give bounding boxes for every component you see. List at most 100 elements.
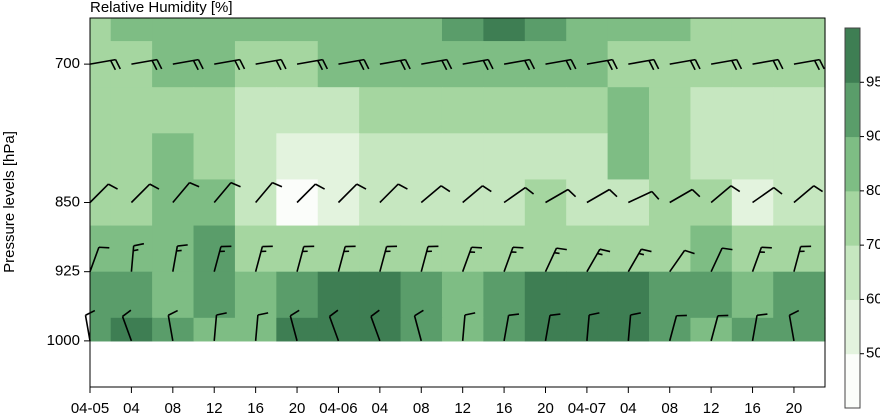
contour-cell bbox=[90, 317, 112, 342]
wind-barb bbox=[793, 245, 812, 272]
contour-cell bbox=[483, 317, 526, 342]
x-tick-label: 12 bbox=[206, 400, 223, 417]
contour-cell bbox=[649, 18, 692, 42]
contour-cell bbox=[566, 133, 609, 181]
wind-barb bbox=[461, 312, 476, 341]
wind-barb bbox=[586, 188, 618, 204]
contour-cell bbox=[524, 271, 567, 319]
contour-cell bbox=[607, 133, 650, 181]
x-tick-label: 04 bbox=[123, 400, 140, 417]
colorbar-tick-label: 60 bbox=[866, 290, 880, 307]
contour-cell bbox=[773, 133, 826, 181]
wind-barb bbox=[793, 185, 824, 204]
wind-barb bbox=[121, 309, 133, 342]
y-tick-label: 700 bbox=[55, 55, 80, 72]
contour-cell bbox=[524, 87, 567, 134]
contour-cell bbox=[276, 317, 319, 342]
wind-barb bbox=[337, 245, 356, 272]
contour-cell bbox=[317, 225, 360, 273]
wind-barb bbox=[669, 188, 701, 204]
contour-cell bbox=[607, 18, 650, 42]
wind-barb bbox=[89, 183, 118, 204]
contour-cell bbox=[690, 133, 733, 181]
contour-cell bbox=[193, 179, 236, 227]
wind-barb bbox=[214, 58, 246, 71]
x-tick-label: 08 bbox=[164, 400, 181, 417]
wind-barb bbox=[379, 245, 398, 272]
x-tick-label: 08 bbox=[661, 400, 678, 417]
contour-cell bbox=[400, 18, 443, 42]
colorbar-band bbox=[845, 28, 860, 83]
wind-barb bbox=[420, 245, 439, 272]
wind-barb bbox=[213, 245, 232, 272]
colorbar-band bbox=[845, 136, 860, 192]
x-tick-label: 20 bbox=[786, 400, 803, 417]
contour-cell bbox=[193, 87, 236, 134]
contour-cell bbox=[152, 317, 195, 342]
contour-cell bbox=[152, 179, 195, 227]
contour-cell bbox=[400, 317, 443, 342]
contour-cell bbox=[773, 18, 826, 42]
contour-cell bbox=[234, 225, 277, 273]
contour-cell bbox=[690, 271, 733, 319]
wind-barb bbox=[296, 183, 325, 204]
wind-barb bbox=[254, 312, 269, 341]
wind-barb bbox=[328, 309, 340, 342]
contour-cell bbox=[649, 133, 692, 181]
contour-cell bbox=[152, 18, 195, 42]
wind-barb bbox=[544, 247, 567, 273]
wind-barb bbox=[545, 188, 577, 204]
wind-barb bbox=[289, 309, 300, 342]
wind-barb bbox=[379, 183, 408, 204]
wind-barb bbox=[296, 245, 315, 272]
contour-cell bbox=[731, 18, 774, 42]
x-tick-label: 04 bbox=[372, 400, 389, 417]
contour-cell bbox=[649, 271, 692, 319]
wind-barb bbox=[255, 181, 283, 204]
contour-cell bbox=[566, 87, 609, 134]
wind-barb bbox=[172, 244, 188, 272]
wind-barb bbox=[172, 58, 204, 71]
wind-barb bbox=[420, 185, 451, 204]
contour-cell bbox=[234, 18, 277, 42]
wind-barb bbox=[172, 181, 200, 204]
x-tick-label: 16 bbox=[744, 400, 761, 417]
colorbar-tick-label: 95 bbox=[866, 73, 880, 90]
x-tick-label: 20 bbox=[537, 400, 554, 417]
contour-cell bbox=[234, 271, 277, 319]
wind-barb bbox=[627, 248, 652, 273]
wind-barb bbox=[628, 58, 660, 71]
wind-barb bbox=[544, 313, 561, 342]
wind-barb bbox=[89, 246, 110, 272]
contour-cell bbox=[773, 179, 826, 227]
contour-cell bbox=[90, 18, 112, 42]
contour-cell bbox=[773, 317, 826, 342]
contour-cell bbox=[483, 18, 526, 42]
contour-cell bbox=[441, 271, 484, 319]
contour-cell bbox=[566, 271, 609, 319]
colorbar-band bbox=[845, 353, 860, 409]
contour-cell bbox=[359, 271, 402, 319]
contour-cell bbox=[400, 133, 443, 181]
y-axis-label: Pressure levels [hPa] bbox=[1, 131, 18, 273]
wind-barb bbox=[503, 186, 535, 204]
contour-cell bbox=[110, 87, 153, 134]
contour-cell bbox=[110, 271, 153, 319]
contour-cell bbox=[359, 225, 402, 273]
contour-cell bbox=[359, 317, 402, 342]
contour-cell bbox=[90, 41, 112, 88]
wind-barb bbox=[752, 58, 784, 71]
contour-cell bbox=[90, 87, 112, 134]
x-tick-label: 04 bbox=[620, 400, 637, 417]
wind-barb bbox=[751, 313, 768, 342]
wind-barb bbox=[254, 245, 273, 272]
contour-cell bbox=[317, 133, 360, 181]
contour-cell bbox=[731, 271, 774, 319]
contour-cell bbox=[731, 133, 774, 181]
wind-barb bbox=[503, 313, 520, 342]
wind-barb bbox=[89, 58, 122, 71]
x-tick-label: 16 bbox=[496, 400, 513, 417]
contour-cell bbox=[234, 133, 277, 181]
wind-barb bbox=[669, 249, 695, 273]
contour-cell bbox=[317, 18, 360, 42]
